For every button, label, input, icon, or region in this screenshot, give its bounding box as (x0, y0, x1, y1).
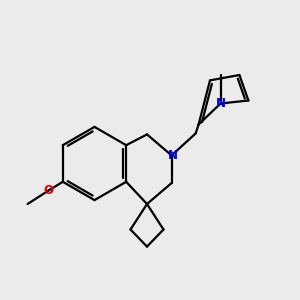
Text: N: N (167, 149, 178, 162)
Text: N: N (215, 97, 226, 110)
Text: O: O (44, 184, 54, 197)
